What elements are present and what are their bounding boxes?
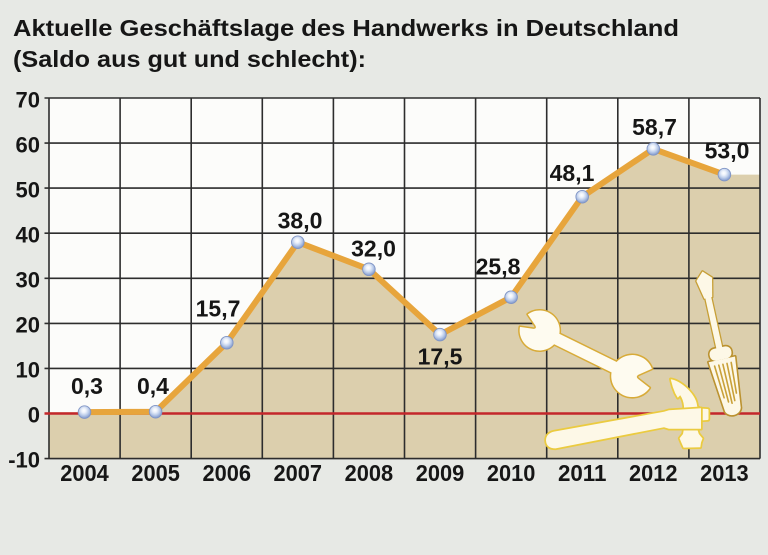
svg-text:Aktuelle Geschäftslage des Han: Aktuelle Geschäftslage des Handwerks in … [13,15,679,41]
svg-text:17,5: 17,5 [418,344,463,370]
svg-text:25,8: 25,8 [476,254,521,280]
svg-text:38,0: 38,0 [278,208,323,234]
svg-text:48,1: 48,1 [550,160,595,186]
svg-text:60: 60 [16,133,40,158]
svg-text:0: 0 [28,403,40,428]
svg-text:2008: 2008 [345,460,394,486]
svg-text:10: 10 [16,358,40,383]
svg-text:2005: 2005 [131,460,180,486]
svg-text:58,7: 58,7 [632,114,677,140]
svg-text:32,0: 32,0 [351,236,396,262]
svg-text:2013: 2013 [700,460,749,486]
svg-text:30: 30 [16,268,40,293]
svg-text:40: 40 [16,223,40,248]
svg-text:(Saldo aus gut und schlecht):: (Saldo aus gut und schlecht): [13,46,366,72]
svg-text:15,7: 15,7 [196,296,241,322]
svg-text:2012: 2012 [629,460,678,486]
svg-text:50: 50 [16,178,40,203]
svg-text:53,0: 53,0 [705,138,750,164]
svg-text:20: 20 [16,313,40,338]
svg-text:2011: 2011 [558,460,607,486]
svg-text:2010: 2010 [487,460,536,486]
svg-text:2009: 2009 [416,460,465,486]
svg-text:2006: 2006 [203,460,252,486]
svg-text:0,3: 0,3 [71,373,103,399]
svg-text:2004: 2004 [60,460,109,486]
svg-text:2007: 2007 [274,460,323,486]
svg-text:-10: -10 [8,448,40,473]
svg-text:0,4: 0,4 [137,373,169,399]
svg-text:70: 70 [16,88,40,113]
